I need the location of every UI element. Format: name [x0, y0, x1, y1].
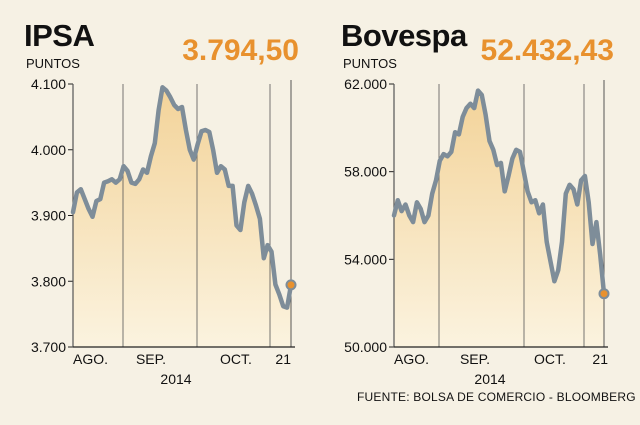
ipsa-year-label: 2014 [160, 371, 191, 387]
ipsa-current-value: 3.794,50 [182, 34, 299, 67]
ipsa-x-label: OCT. [220, 351, 252, 367]
ipsa-area [73, 87, 291, 348]
bovespa-unit-label: PUNTOS [343, 56, 397, 71]
bovespa-area [394, 90, 604, 347]
ipsa-y-tick-label: 4.100 [31, 76, 66, 92]
bovespa-x-label: AGO. [394, 351, 429, 367]
ipsa-y-tick-label: 3.800 [31, 273, 66, 289]
bovespa-x-label: 21 [592, 351, 608, 367]
bovespa-y-tick-label: 58.000 [344, 164, 387, 180]
bovespa-end-point [598, 288, 610, 300]
bovespa-current-value: 52.432,43 [480, 34, 614, 67]
ipsa-end-point [285, 279, 297, 291]
ipsa-x-label: 21 [275, 351, 291, 367]
ipsa-unit-label: PUNTOS [26, 56, 80, 71]
ipsa-y-tick-label: 3.700 [31, 339, 66, 355]
ipsa-series-line [70, 85, 294, 310]
ipsa-x-label: AGO. [73, 351, 108, 367]
ipsa-x-label: SEP. [136, 351, 166, 367]
ipsa-y-tick-label: 4.000 [31, 142, 66, 158]
bovespa-y-tick-label: 62.000 [344, 76, 387, 92]
ipsa-title: IPSA [24, 18, 95, 53]
ipsa-y-tick-label: 3.900 [31, 208, 66, 224]
source-note: FUENTE: BOLSA DE COMERCIO - BLOOMBERG [357, 390, 636, 404]
bovespa-series-line [391, 88, 607, 296]
bovespa-y-tick-label: 54.000 [344, 251, 387, 267]
bovespa-x-label: SEP. [460, 351, 490, 367]
bovespa-title: Bovespa [341, 18, 467, 53]
bovespa-y-tick-label: 50.000 [344, 339, 387, 355]
bovespa-x-label: OCT. [534, 351, 566, 367]
bovespa-year-label: 2014 [474, 371, 505, 387]
